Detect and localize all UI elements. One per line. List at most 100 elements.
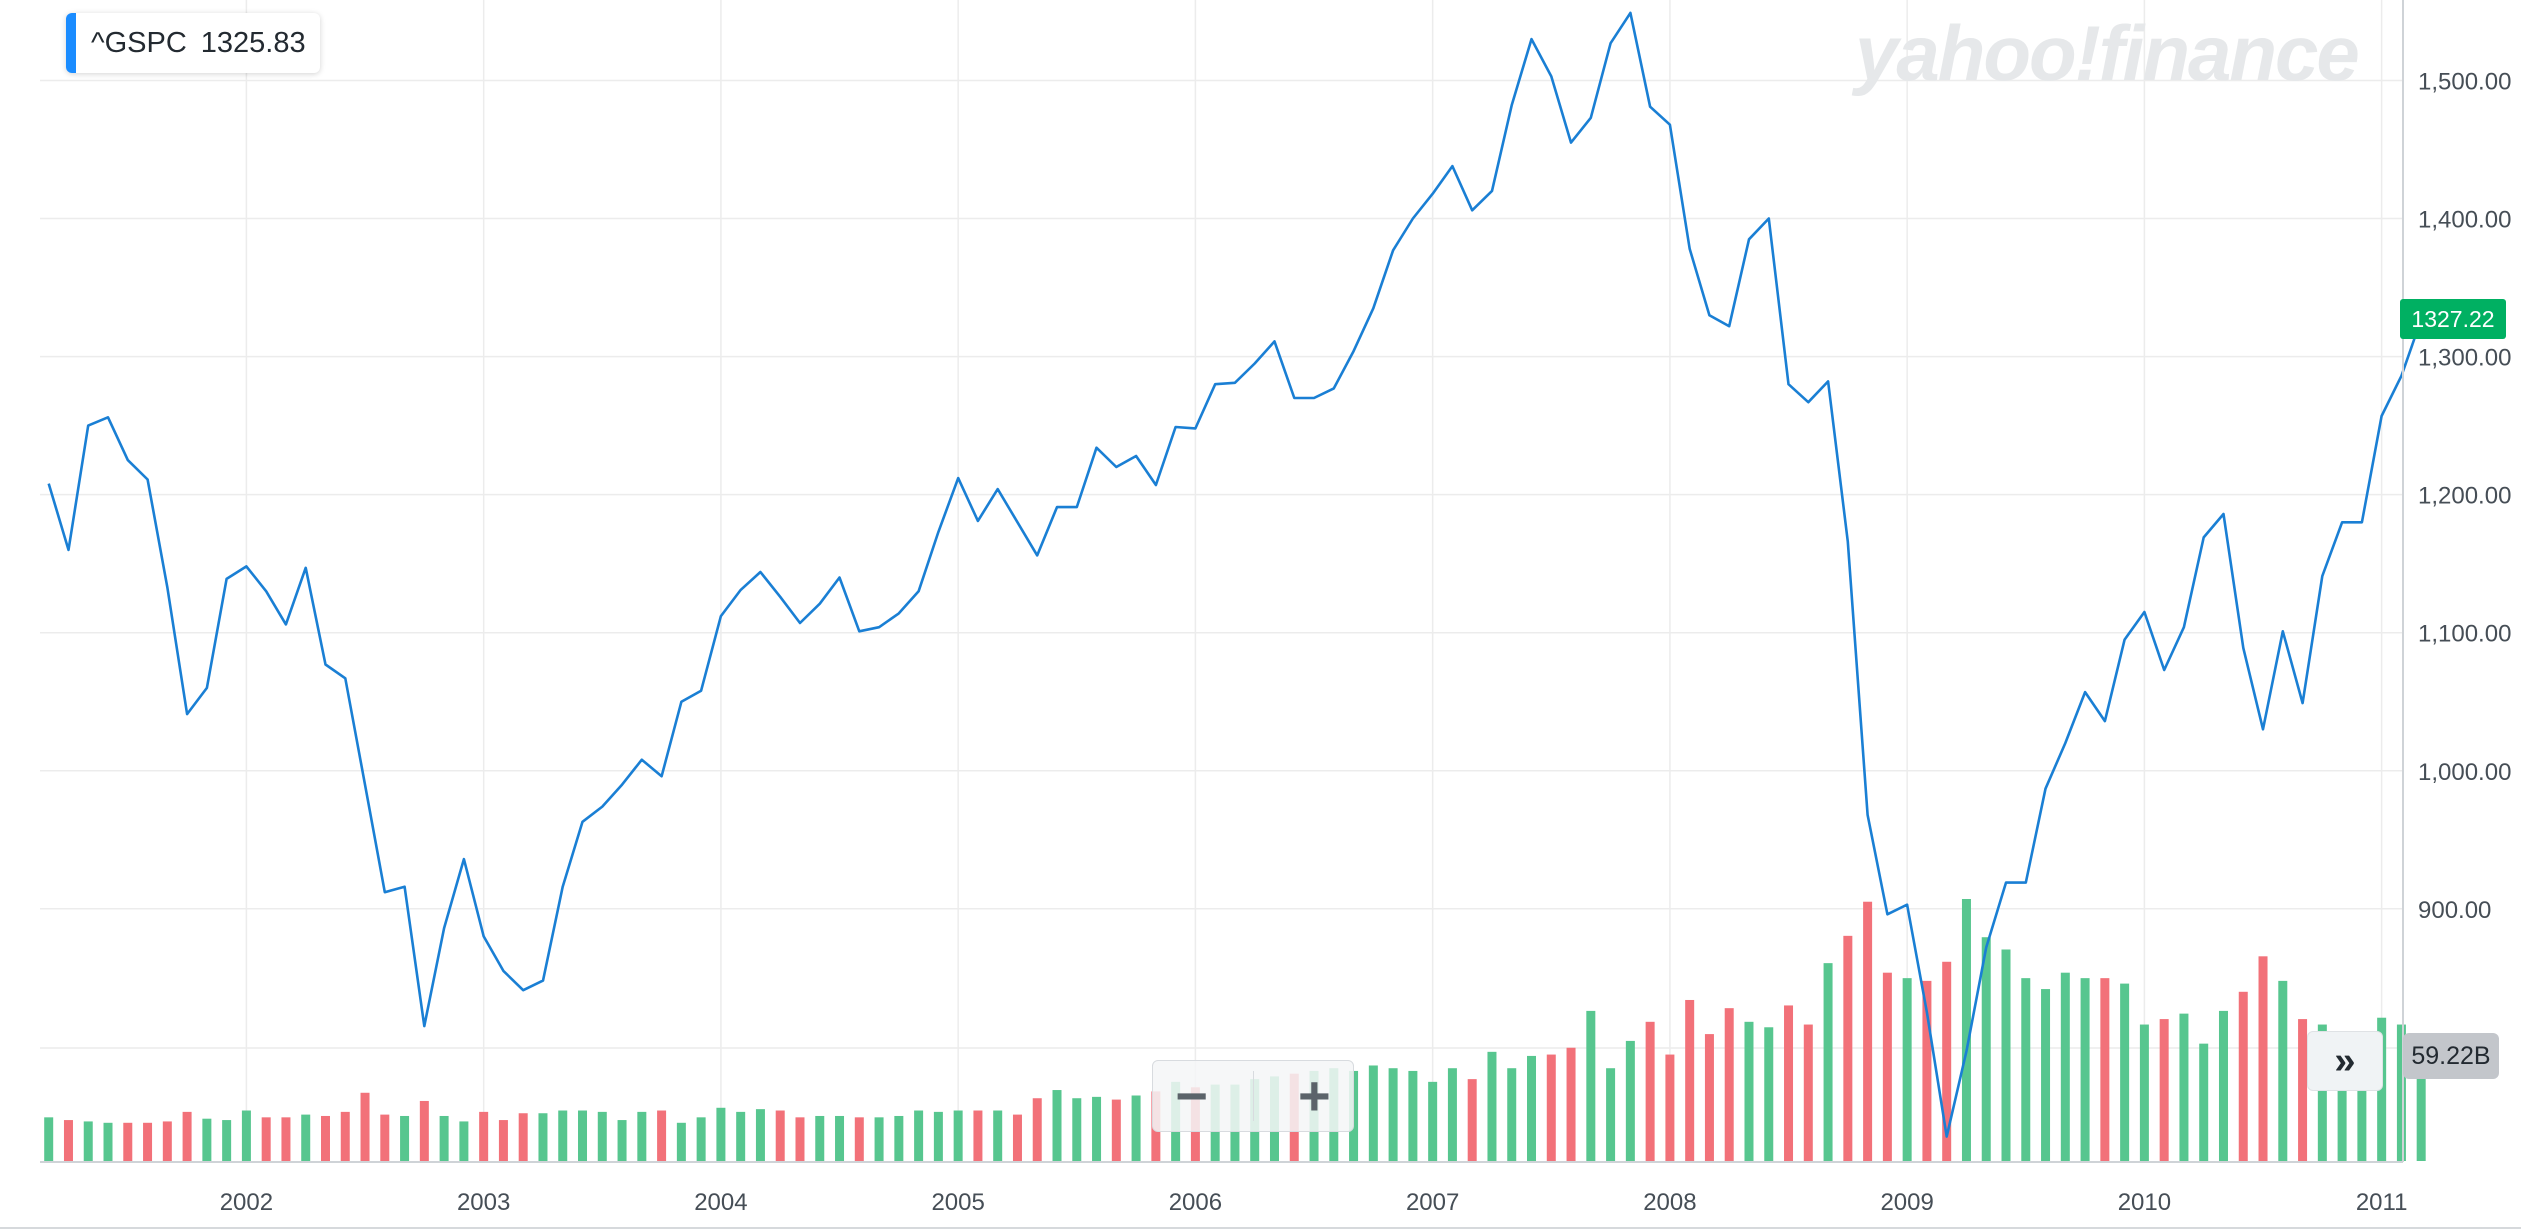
- volume-bar: [2199, 1043, 2209, 1161]
- volume-bar: [696, 1117, 706, 1161]
- volume-bar: [1882, 972, 1892, 1161]
- ticker-price: 1325.83: [200, 26, 306, 59]
- volume-bar: [44, 1117, 54, 1161]
- volume-bar: [1586, 1010, 1596, 1161]
- x-tick-label: 2005: [931, 1189, 984, 1216]
- volume-bar: [874, 1117, 884, 1161]
- volume-bar: [1961, 899, 1971, 1161]
- volume-bar: [1784, 1005, 1794, 1161]
- volume-bar: [2416, 1060, 2426, 1161]
- ticker-badge[interactable]: ^GSPC 1325.83: [66, 13, 320, 73]
- volume-bar: [2080, 978, 2090, 1161]
- volume-bar: [815, 1115, 825, 1161]
- volume-bar: [558, 1110, 568, 1161]
- x-tick-label: 2008: [1643, 1189, 1696, 1216]
- volume-bar: [835, 1115, 845, 1161]
- volume-bar: [716, 1107, 726, 1161]
- volume-bar: [953, 1110, 963, 1161]
- volume-bar: [1388, 1068, 1398, 1161]
- y-tick-label: 900.00: [2418, 897, 2491, 924]
- volume-bar: [1408, 1070, 1418, 1161]
- volume-bar: [340, 1111, 350, 1161]
- volume-bar: [1032, 1098, 1042, 1161]
- grid-lines: [40, 0, 2403, 1162]
- volume-bar: [320, 1115, 330, 1161]
- volume-bar: [103, 1122, 113, 1161]
- volume-bar: [795, 1117, 805, 1161]
- volume-bar: [2218, 1010, 2228, 1161]
- price-line-layer: [47, 11, 2423, 1138]
- volume-bar: [380, 1114, 390, 1161]
- volume-bar: [1012, 1114, 1022, 1161]
- volume-bar: [894, 1115, 904, 1161]
- yahoo-finance-logo: yahoo!finance: [1855, 9, 2360, 97]
- volume-bar: [1922, 980, 1932, 1161]
- x-tick-label: 2010: [2118, 1189, 2171, 1216]
- volume-bar: [1665, 1054, 1675, 1161]
- volume-bar: [1052, 1090, 1062, 1161]
- volume-bar: [2317, 1024, 2327, 1161]
- volume-bar: [1744, 1021, 1754, 1161]
- volume-bar: [63, 1120, 73, 1161]
- x-tick-label: 2009: [1880, 1189, 1933, 1216]
- x-tick-label: 2011: [2356, 1189, 2408, 1216]
- volume-bar: [2159, 1019, 2169, 1161]
- volume-bar: [301, 1114, 311, 1161]
- zoom-divider: [1252, 1071, 1254, 1121]
- volume-bar: [2357, 1038, 2367, 1161]
- y-tick-label: 1,400.00: [2418, 207, 2511, 234]
- volume-bar: [281, 1117, 291, 1161]
- volume-bar: [2298, 1019, 2308, 1161]
- volume-bar: [637, 1111, 647, 1161]
- y-tick-label: 1,200.00: [2418, 483, 2511, 510]
- volume-bar: [2238, 991, 2248, 1161]
- volume-bar: [2120, 983, 2130, 1161]
- volume-bar: [578, 1110, 588, 1161]
- volume-bar: [2337, 1035, 2347, 1161]
- volume-bar: [933, 1111, 943, 1161]
- volume-bar: [419, 1100, 429, 1161]
- volume-bar: [2377, 1017, 2387, 1161]
- volume-bar: [1823, 963, 1833, 1161]
- volume-bar: [1111, 1099, 1121, 1161]
- volume-bar: [1092, 1096, 1102, 1161]
- volume-bar: [360, 1092, 370, 1161]
- volume-bar: [617, 1120, 627, 1161]
- volume-bar: [2139, 1024, 2149, 1161]
- zoom-in-button[interactable]: +: [1298, 1064, 1331, 1127]
- volume-bar: [1724, 1008, 1734, 1161]
- volume-bar: [597, 1111, 607, 1161]
- volume-bar: [1487, 1051, 1497, 1161]
- volume-bar: [1645, 1021, 1655, 1161]
- volume-bar: [1131, 1095, 1141, 1161]
- volume-bar: [479, 1111, 489, 1161]
- zoom-out-button[interactable]: −: [1175, 1064, 1208, 1127]
- volume-bar: [2100, 978, 2110, 1161]
- volume-bar: [222, 1120, 232, 1161]
- x-tick-label: 2003: [457, 1189, 510, 1216]
- volume-bar: [1625, 1040, 1635, 1161]
- volume-bar: [1072, 1098, 1082, 1161]
- x-tick-label: 2004: [694, 1189, 747, 1216]
- volume-bar: [83, 1121, 93, 1161]
- expand-chart-button[interactable]: »: [2307, 1031, 2383, 1091]
- volume-bar: [736, 1111, 746, 1161]
- volume-bar: [123, 1122, 133, 1161]
- volume-bar: [1981, 937, 1991, 1161]
- volume-bar: [1368, 1065, 1378, 1161]
- volume-bar: [1546, 1054, 1556, 1161]
- price-line: [47, 11, 2423, 1138]
- volume-bar: [1843, 935, 1853, 1161]
- volume-bar: [400, 1115, 410, 1161]
- x-tick-label: 2002: [220, 1189, 273, 1216]
- volume-bar: [755, 1109, 765, 1161]
- series-color-marker: [66, 13, 76, 73]
- volume-bar: [241, 1110, 251, 1161]
- volume-bar: [162, 1121, 172, 1161]
- volume-bar: [202, 1118, 212, 1161]
- y-tick-label: 1,000.00: [2418, 759, 2511, 786]
- volume-bar: [676, 1122, 686, 1161]
- volume-bar: [143, 1122, 153, 1161]
